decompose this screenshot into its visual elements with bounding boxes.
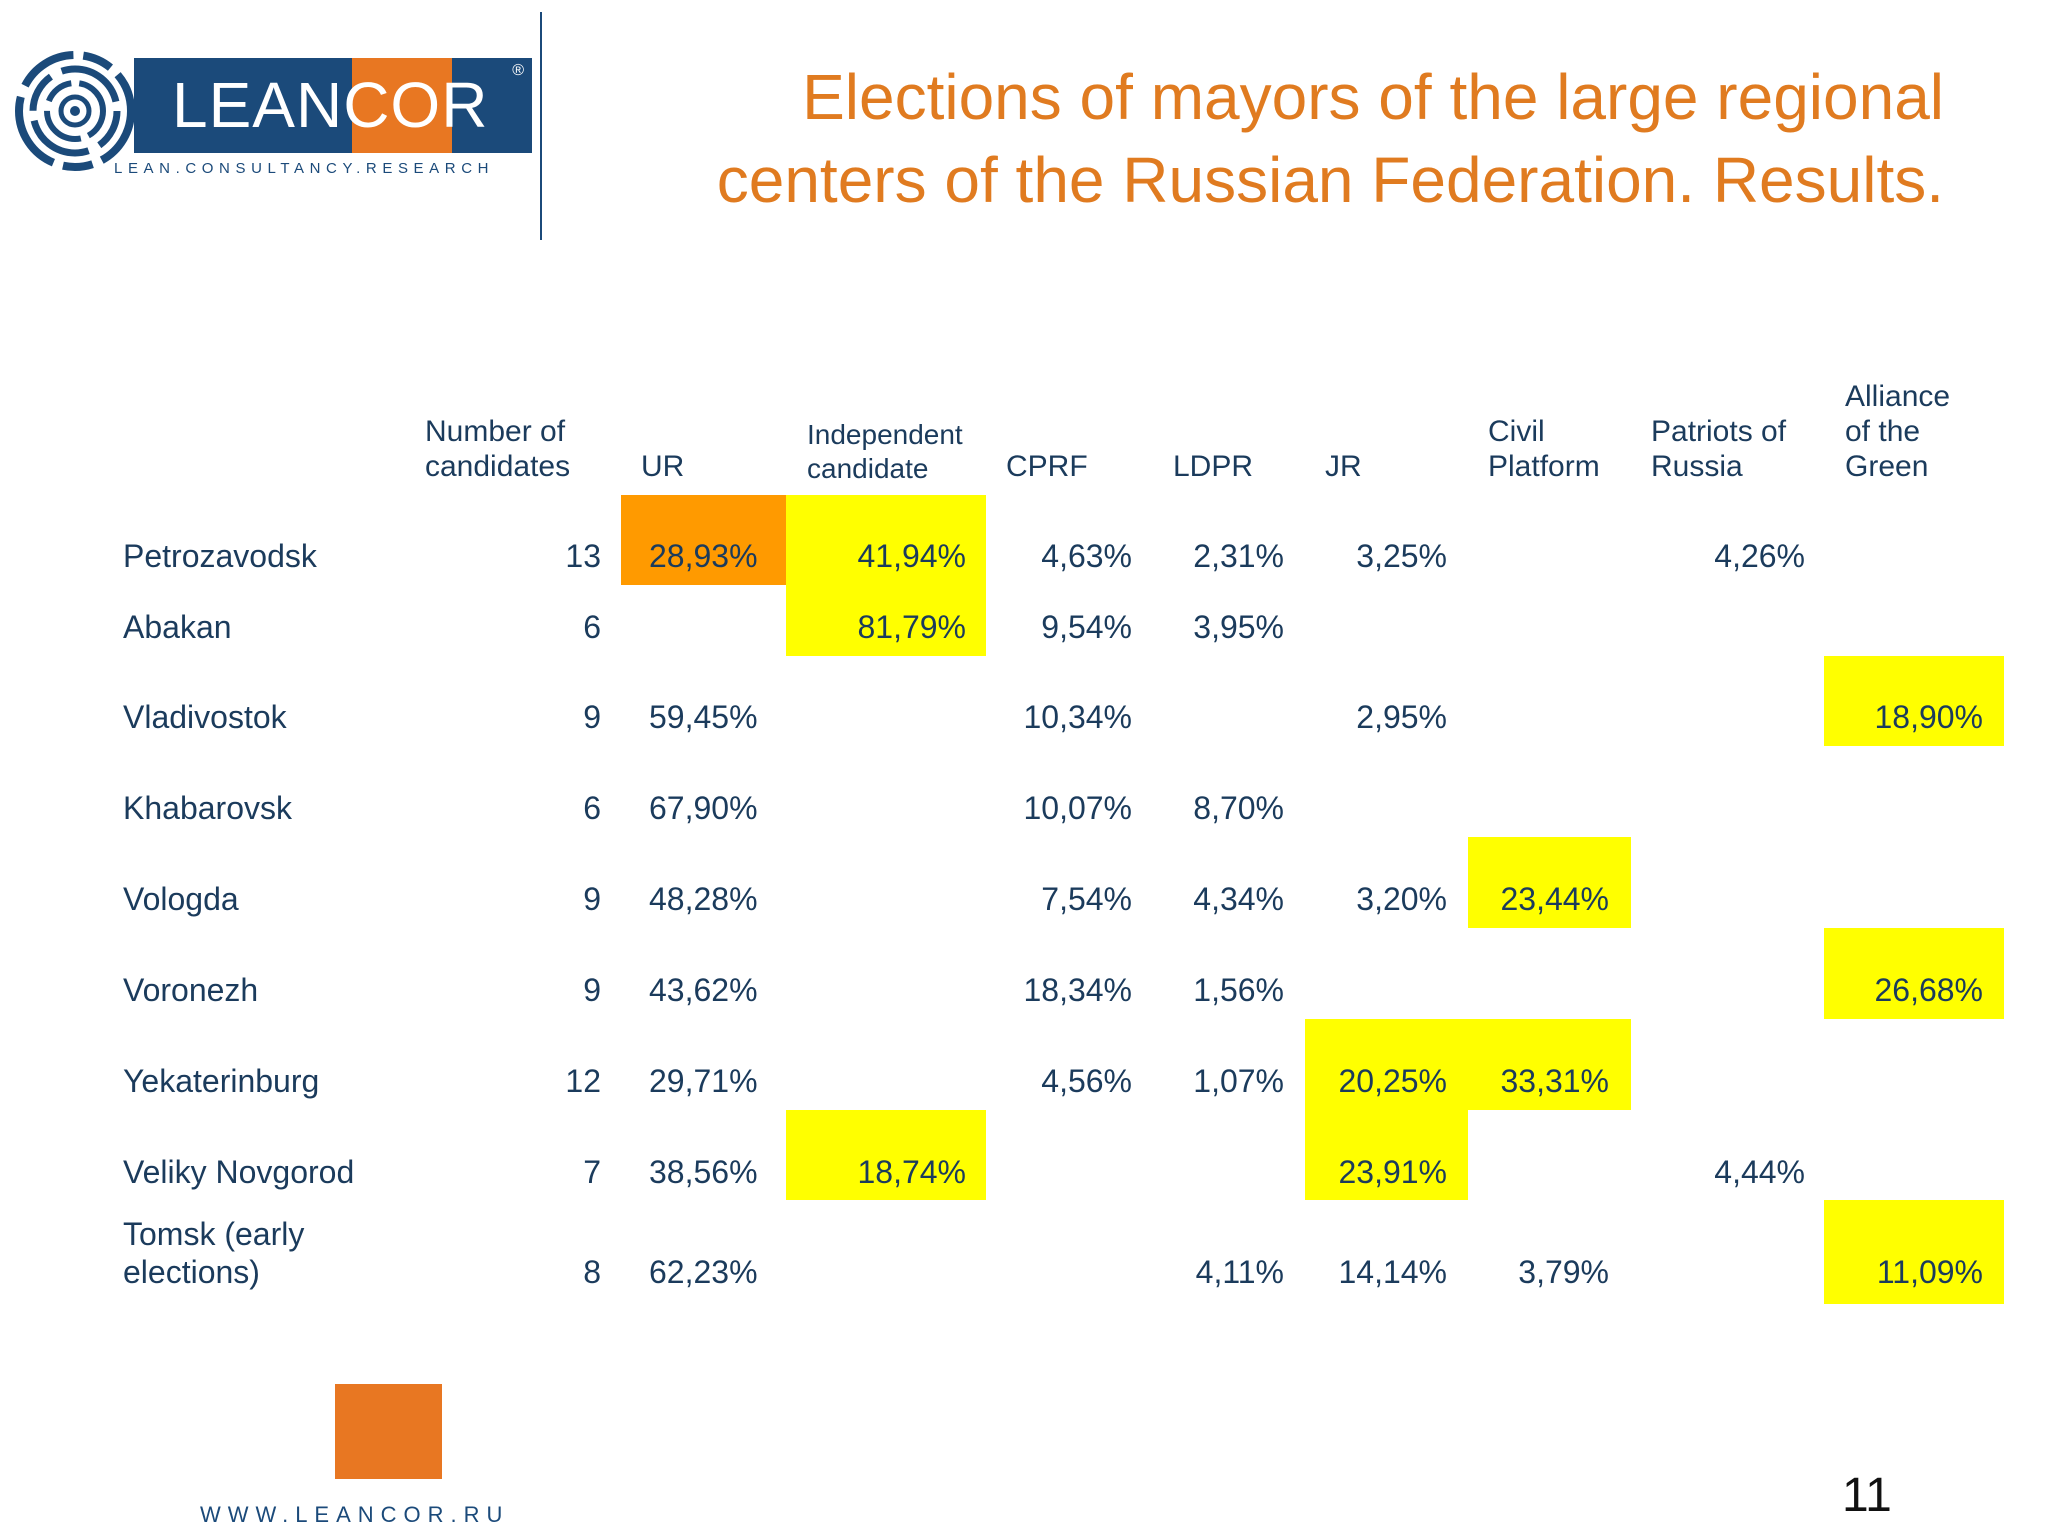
highlight-vologda-civil <box>1468 837 1631 928</box>
row-city: Veliky Novgorod <box>123 1154 355 1190</box>
cell-jr: 3,20% <box>1356 881 1447 917</box>
row-city-line: elections) <box>123 1254 260 1290</box>
leancor-logo: LEANCOR ® LEAN.CONSULTANCY.RESEARCH <box>14 48 532 178</box>
cell-ldpr: 4,34% <box>1193 881 1284 917</box>
cell-ur: 28,93% <box>649 538 758 574</box>
cell-candidates: 13 <box>565 538 601 574</box>
row-city: Khabarovsk <box>123 790 292 826</box>
cell-candidates: 9 <box>583 881 601 917</box>
row-city: Voronezh <box>123 972 259 1008</box>
footer-url[interactable]: WWW.LEANCOR.RU <box>200 1502 510 1527</box>
cell-candidates: 8 <box>583 1254 601 1290</box>
cell-civil: 3,79% <box>1518 1254 1609 1290</box>
cell-jr: 14,14% <box>1338 1254 1447 1290</box>
logo-brand-text: LEANCOR <box>172 69 489 141</box>
cell-patriots: 4,44% <box>1714 1154 1805 1190</box>
row-city: Abakan <box>123 609 232 645</box>
cell-ur: 59,45% <box>649 699 758 735</box>
cell-ur: 62,23% <box>649 1254 758 1290</box>
cell-ur: 38,56% <box>649 1154 758 1190</box>
cell-ldpr: 1,56% <box>1193 972 1284 1008</box>
row-city: Petrozavodsk <box>123 538 317 574</box>
header-number-of-candidates: Number of candidates <box>425 415 571 483</box>
cell-ldpr: 8,70% <box>1193 790 1284 826</box>
slide-title: Elections of mayors of the large regiona… <box>544 56 1944 222</box>
page-number: 11 <box>1842 1469 1892 1522</box>
cell-jr: 3,25% <box>1356 538 1447 574</box>
cell-cprf: 7,54% <box>1041 881 1132 917</box>
header-patriots-of-russia: Patriots of Russia <box>1651 415 1787 483</box>
cell-cprf: 9,54% <box>1041 609 1132 645</box>
cell-cprf: 4,56% <box>1041 1063 1132 1099</box>
logo-target-icon <box>15 51 135 171</box>
footer-orange-square <box>335 1384 442 1479</box>
cell-ur: 48,28% <box>649 881 758 917</box>
slide-title-line-2: centers of the Russian Federation. Resul… <box>716 144 1944 216</box>
highlight-petrozavodsk-independent <box>786 495 986 585</box>
highlight-voronezh-alliance <box>1824 928 2004 1019</box>
cell-jr: 2,95% <box>1356 699 1447 735</box>
highlight-novgorod-jr <box>1305 1110 1468 1200</box>
row-city-line: Tomsk (early <box>123 1216 305 1252</box>
cell-jr: 23,91% <box>1338 1154 1447 1190</box>
logo-orange-block <box>352 58 452 153</box>
header-ldpr: LDPR <box>1173 450 1254 483</box>
cell-patriots: 4,26% <box>1714 538 1805 574</box>
cell-ldpr: 2,31% <box>1193 538 1284 574</box>
cell-ur: 29,71% <box>649 1063 758 1099</box>
cell-civil: 33,31% <box>1500 1063 1609 1099</box>
cell-cprf: 10,34% <box>1023 699 1132 735</box>
cell-cprf: 4,63% <box>1041 538 1132 574</box>
highlight-vladivostok-alliance <box>1824 656 2004 746</box>
logo-registered-mark: ® <box>512 62 524 79</box>
cell-independent: 81,79% <box>857 609 966 645</box>
cell-cprf: 18,34% <box>1023 972 1132 1008</box>
cell-ldpr: 1,07% <box>1193 1063 1284 1099</box>
slide-title-line-1: Elections of mayors of the large regiona… <box>802 61 1944 133</box>
cell-ldpr: 3,95% <box>1193 609 1284 645</box>
cell-candidates: 12 <box>565 1063 601 1099</box>
cell-candidates: 9 <box>583 972 601 1008</box>
cell-candidates: 6 <box>583 609 601 645</box>
header-divider <box>540 12 542 240</box>
highlight-abakan-independent <box>786 585 986 656</box>
cell-ur: 67,90% <box>649 790 758 826</box>
cell-alliance: 26,68% <box>1874 972 1983 1008</box>
logo-tagline: LEAN.CONSULTANCY.RESEARCH <box>114 160 495 177</box>
cell-candidates: 6 <box>583 790 601 826</box>
header-ur: UR <box>641 450 685 483</box>
header-jr: JR <box>1325 450 1362 483</box>
header-cprf: CPRF <box>1006 450 1088 483</box>
cell-independent: 41,94% <box>857 538 966 574</box>
cell-candidates: 7 <box>583 1154 601 1190</box>
highlight-yekaterinburg-jr <box>1305 1019 1468 1110</box>
header-independent-candidate: Independent candidate <box>807 419 963 484</box>
cell-ur: 43,62% <box>649 972 758 1008</box>
cell-alliance: 18,90% <box>1874 699 1983 735</box>
highlight-petrozavodsk-ur <box>621 495 786 585</box>
row-city: Vologda <box>123 881 239 917</box>
header-alliance-of-the-green: Alliance of the Green <box>1845 380 1951 483</box>
cell-alliance: 11,09% <box>1876 1254 1983 1290</box>
highlight-yekaterinburg-civil <box>1468 1019 1631 1110</box>
cell-jr: 20,25% <box>1338 1063 1447 1099</box>
cell-cprf: 10,07% <box>1023 790 1132 826</box>
highlight-tomsk-alliance <box>1824 1200 2004 1304</box>
row-city: Vladivostok <box>123 699 287 735</box>
cell-ldpr: 4,11% <box>1195 1254 1284 1290</box>
cell-civil: 23,44% <box>1500 881 1609 917</box>
header-civil-platform: Civil Platform <box>1488 415 1600 483</box>
highlight-novgorod-independent <box>786 1110 986 1200</box>
row-city: Yekaterinburg <box>123 1063 320 1099</box>
cell-independent: 18,74% <box>857 1154 966 1190</box>
logo-wordmark-bar: LEANCOR ® <box>134 58 532 153</box>
cell-candidates: 9 <box>583 699 601 735</box>
